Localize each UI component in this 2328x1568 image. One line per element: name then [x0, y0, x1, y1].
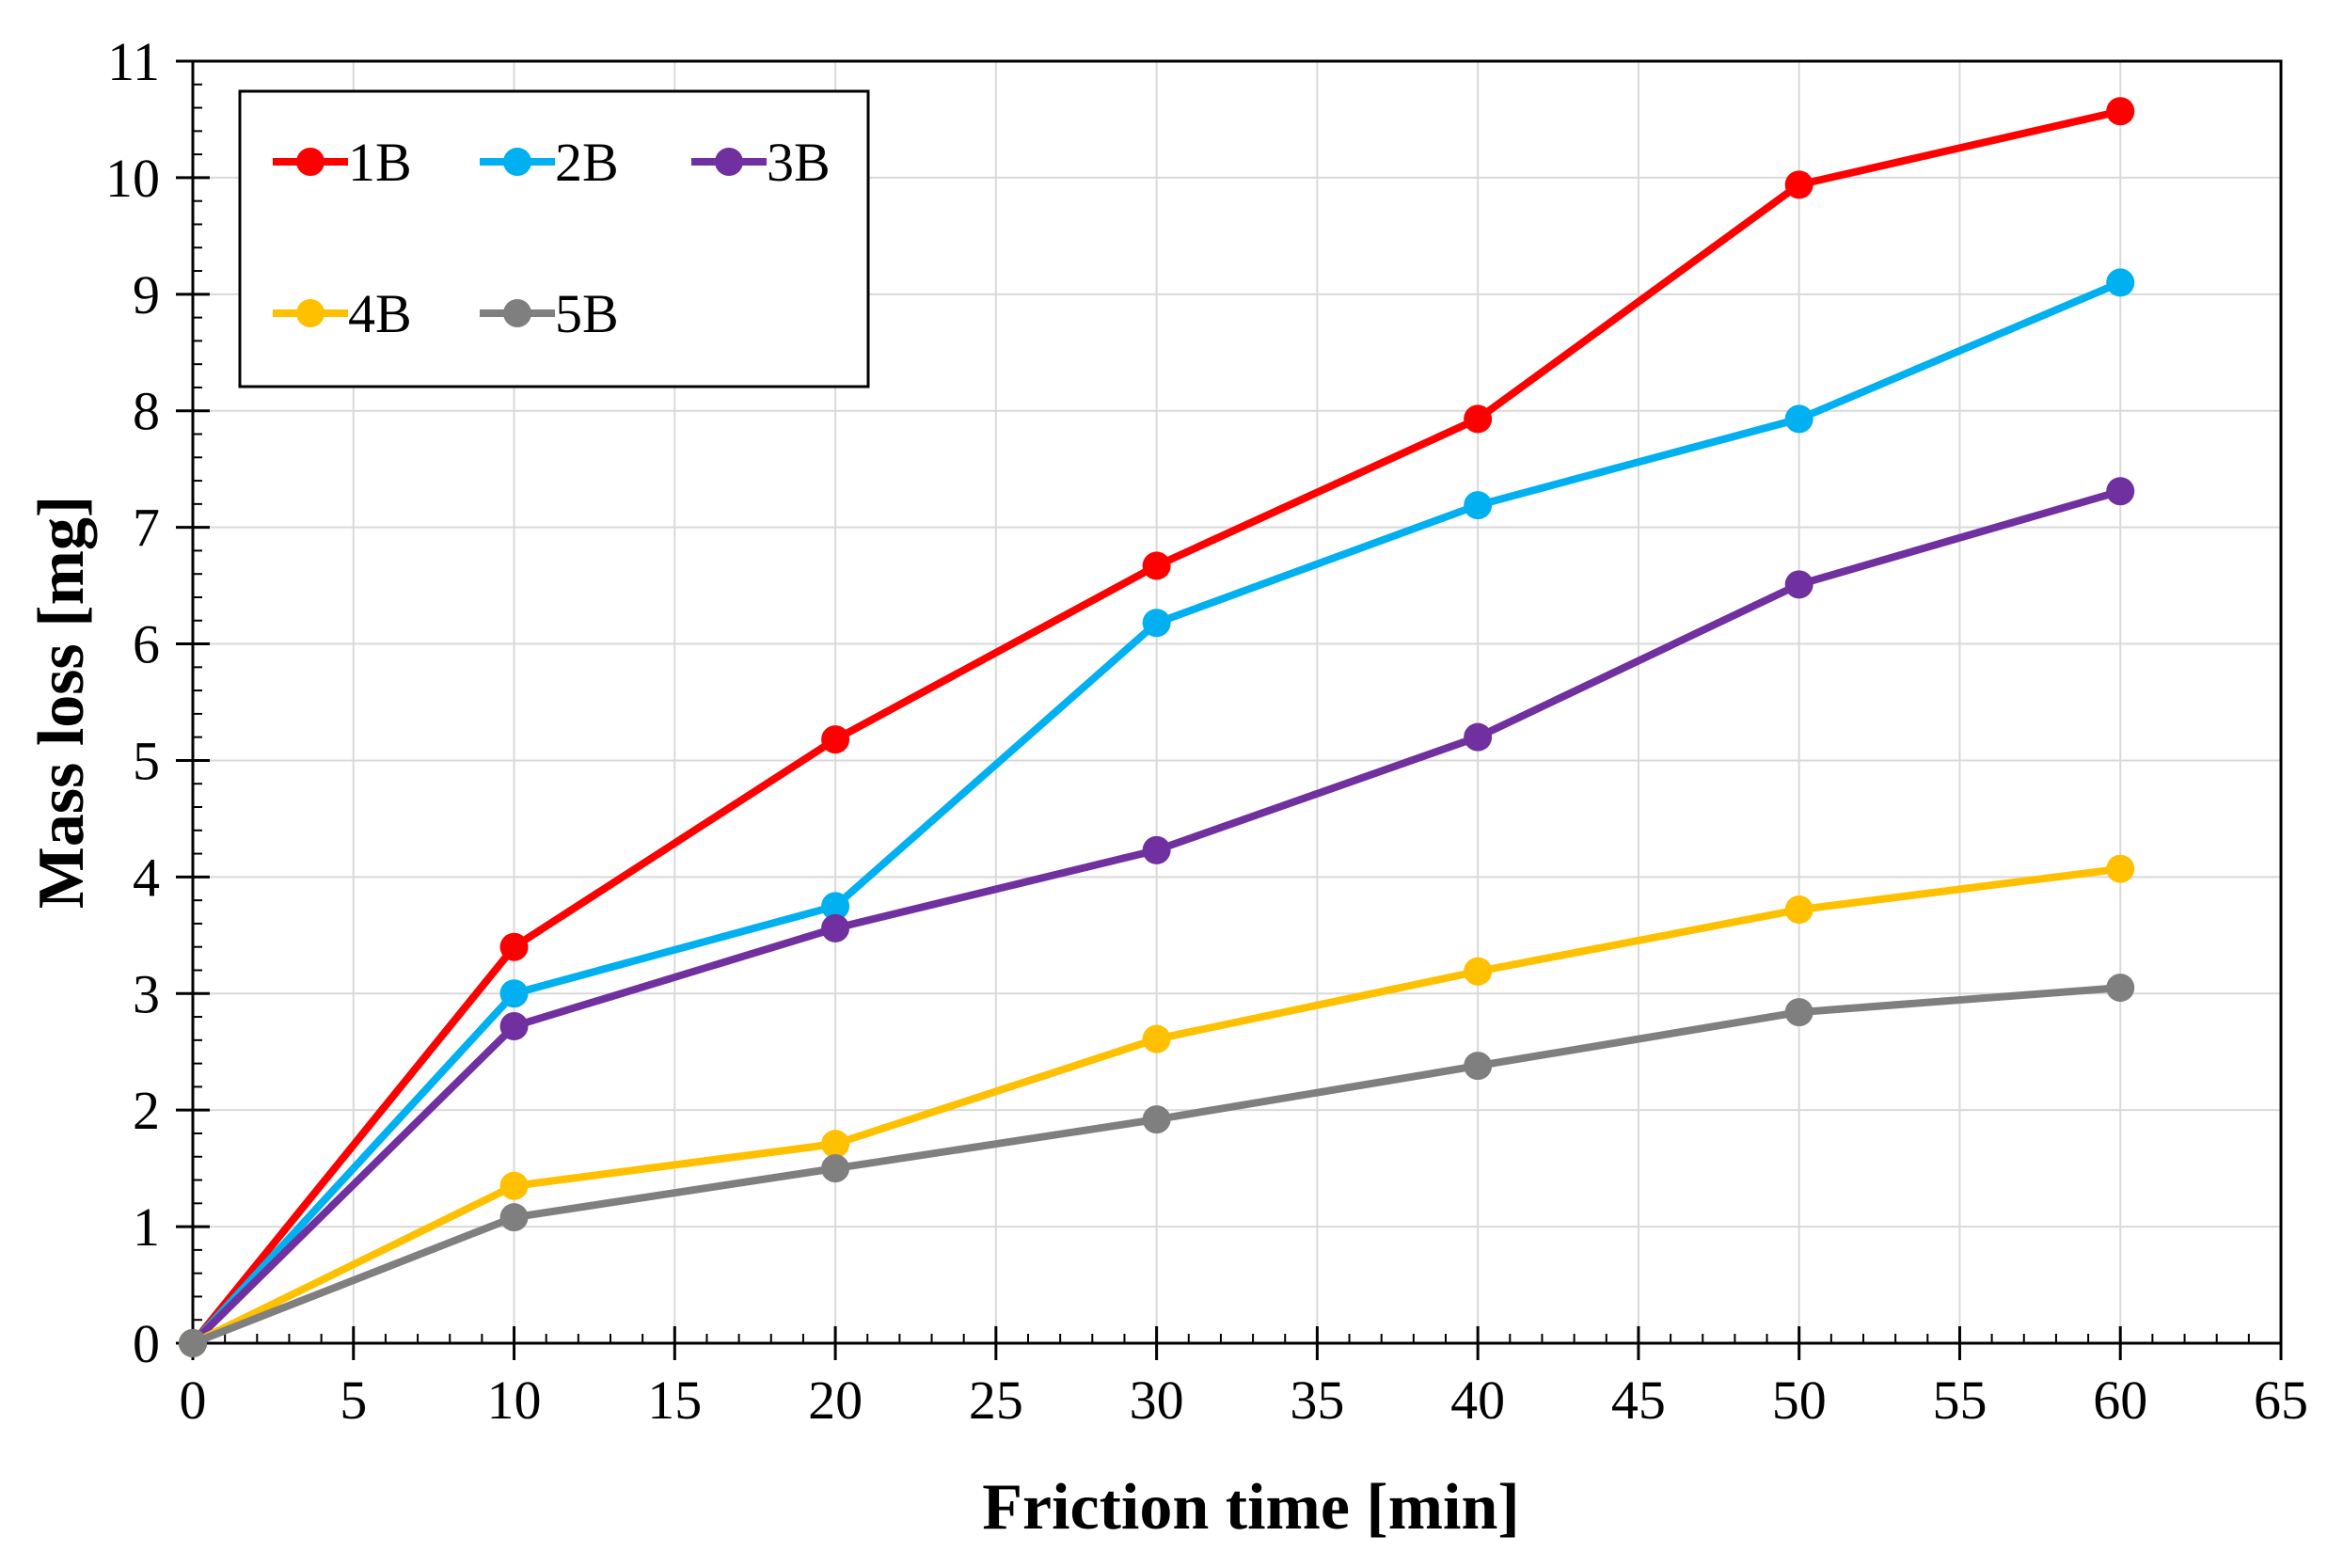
- data-point-1B: [2106, 97, 2135, 126]
- y-tick-label: 7: [133, 498, 160, 559]
- legend: 1B 2B 3B 4B 5B: [238, 89, 870, 388]
- x-axis-title: Friction time [min]: [982, 1471, 1519, 1544]
- series-5B: [179, 974, 2135, 1357]
- y-tick-label: 9: [133, 264, 160, 325]
- data-point-2B: [1142, 609, 1171, 638]
- legend-swatch-marker: [296, 299, 325, 327]
- legend-swatch-marker: [503, 299, 531, 327]
- legend-swatch-marker: [296, 148, 325, 176]
- data-point-3B: [1142, 835, 1171, 864]
- y-tick-label: 5: [133, 730, 160, 791]
- x-tick-label: 0: [180, 1370, 207, 1431]
- x-tick-label: 15: [647, 1370, 702, 1431]
- legend-label: 2B: [555, 132, 619, 193]
- legend-label: 1B: [348, 132, 412, 193]
- data-point-4B: [821, 1130, 850, 1159]
- x-tick-label: 45: [1611, 1370, 1666, 1431]
- legend-label: 4B: [348, 283, 412, 344]
- data-point-2B: [1464, 491, 1493, 520]
- series-layer: [179, 97, 2135, 1357]
- data-point-3B: [821, 913, 850, 942]
- data-point-5B: [821, 1154, 850, 1183]
- y-tick-label: 4: [133, 847, 160, 908]
- x-tick-label: 30: [1130, 1370, 1184, 1431]
- legend-item-4B: 4B: [273, 283, 412, 344]
- legend-box: [238, 89, 870, 388]
- data-point-1B: [1464, 404, 1493, 434]
- x-tick-label: 35: [1290, 1370, 1344, 1431]
- data-point-2B: [821, 892, 850, 921]
- data-point-4B: [1464, 957, 1493, 986]
- y-tick-label: 6: [133, 614, 160, 675]
- data-point-2B: [499, 979, 529, 1008]
- data-point-3B: [499, 1011, 529, 1040]
- y-axis-title: Mass loss [mg]: [25, 496, 98, 909]
- y-tick-label: 1: [133, 1196, 160, 1258]
- data-point-5B: [1142, 1105, 1171, 1134]
- data-point-2B: [1784, 404, 1813, 434]
- y-tick-label: 0: [133, 1313, 160, 1374]
- data-point-3B: [1784, 570, 1813, 599]
- data-point-5B: [1784, 998, 1813, 1027]
- data-point-5B: [179, 1329, 207, 1357]
- data-point-1B: [1142, 551, 1171, 580]
- data-point-1B: [1784, 170, 1813, 199]
- legend-label: 3B: [767, 132, 831, 193]
- x-tick-label: 5: [340, 1370, 367, 1431]
- x-tick-label: 50: [1772, 1370, 1827, 1431]
- x-tick-label: 20: [808, 1370, 863, 1431]
- x-tick-label: 65: [2254, 1370, 2308, 1431]
- legend-swatch-marker: [503, 148, 531, 176]
- legend-item-3B: 3B: [691, 132, 831, 193]
- legend-item-2B: 2B: [480, 132, 619, 193]
- legend-swatch-marker: [715, 148, 743, 176]
- x-tick-label: 10: [487, 1370, 542, 1431]
- x-tick-label: 60: [2093, 1370, 2147, 1431]
- data-point-4B: [499, 1171, 529, 1200]
- data-point-5B: [499, 1203, 529, 1232]
- data-point-4B: [2106, 854, 2135, 883]
- x-tick-label: 25: [969, 1370, 1023, 1431]
- legend-item-1B: 1B: [273, 132, 412, 193]
- y-tick-label: 2: [133, 1080, 160, 1141]
- series-3B: [179, 477, 2135, 1357]
- data-point-4B: [1142, 1024, 1171, 1053]
- data-point-4B: [1784, 895, 1813, 925]
- data-point-3B: [1464, 722, 1493, 752]
- y-tick-label: 3: [133, 963, 160, 1024]
- data-point-5B: [2106, 974, 2135, 1003]
- data-point-3B: [2106, 477, 2135, 506]
- x-tick-label: 40: [1450, 1370, 1505, 1431]
- data-point-1B: [821, 725, 850, 754]
- series-1B: [179, 97, 2135, 1357]
- legend-item-5B: 5B: [480, 283, 619, 344]
- data-point-5B: [1464, 1052, 1493, 1081]
- plot-area-frame: [191, 59, 2283, 1345]
- x-tick-label: 55: [1932, 1370, 1987, 1431]
- y-tick-label: 10: [105, 148, 160, 209]
- legend-label: 5B: [555, 283, 619, 344]
- y-tick-label: 8: [133, 381, 160, 442]
- data-point-1B: [499, 932, 529, 961]
- series-2B: [179, 268, 2135, 1357]
- y-tick-label: 11: [107, 31, 160, 92]
- data-point-2B: [2106, 268, 2135, 297]
